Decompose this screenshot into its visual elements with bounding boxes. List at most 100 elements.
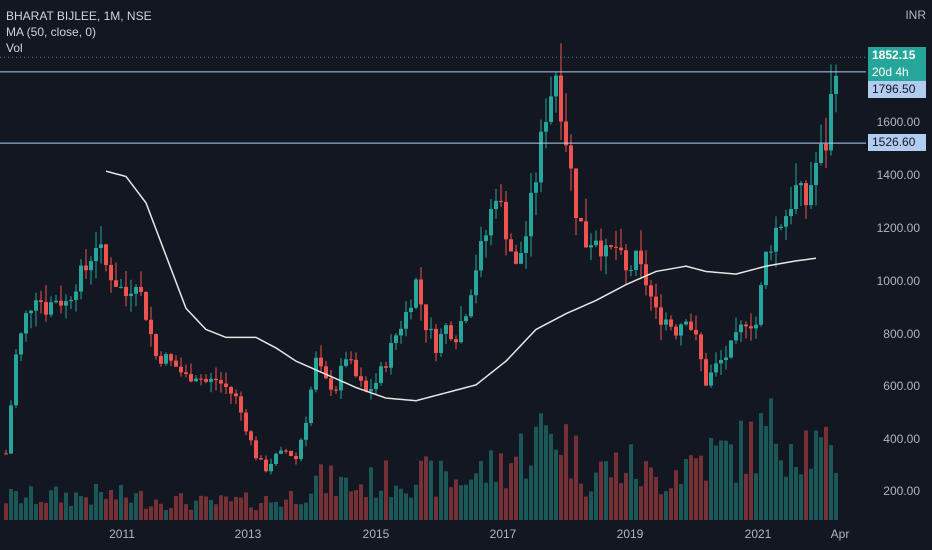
volume-bar [284,499,288,520]
candle-body [504,201,508,240]
candle-body [409,307,413,313]
volume-bar [404,493,408,520]
candle-body [4,453,8,455]
volume-bar [139,490,143,520]
candle-body [819,143,823,163]
x-tick: 2019 [616,527,644,541]
candle-body [544,122,548,132]
candle-body [74,291,78,300]
candle-body [424,304,428,331]
volume-bar [384,460,388,520]
candle-body [174,360,178,367]
volume-bar [694,458,698,520]
candle-body [709,372,713,386]
volume-bar [29,486,33,520]
volume-bar [719,440,723,520]
candle-body [664,319,668,325]
x-tick: 2021 [744,527,772,541]
candle-body [499,200,503,202]
candle-body [419,279,423,305]
volume-bar [234,496,238,520]
volume-bar [214,504,218,520]
candle-body [254,440,258,459]
candle-body [569,145,573,169]
ma-indicator-label[interactable]: MA (50, close, 0) [6,25,97,39]
candle-body [549,96,553,123]
candle-body [199,378,203,380]
volume-bar [789,444,793,520]
y-tick: 1400.00 [876,168,920,182]
candle-body [304,422,308,440]
volume-bar [304,502,308,520]
volume-bar [434,496,438,520]
candle-body [64,301,68,306]
volume-bar [809,468,813,520]
volume-bar [279,506,283,520]
volume-bar [174,495,178,520]
volume-bar [59,502,63,520]
volume-bar [119,485,123,520]
candle-body [809,185,813,206]
volume-bar [649,467,653,520]
x-tick: Apr [830,527,850,541]
volume-bar [594,472,598,520]
volume-bar [574,435,578,520]
candle-body [79,265,83,292]
volume-bar [179,493,183,520]
volume-bar [504,488,508,520]
volume-bar [599,461,603,520]
candle-body [249,431,253,441]
candle-body [574,168,578,219]
volume-bar [249,507,253,520]
candle-body [459,321,463,343]
candle-body [739,324,743,333]
y-tick: 400.00 [883,432,920,446]
volume-bar [444,471,448,520]
volume-bar [459,485,463,520]
symbol-label[interactable]: BHARAT BIJLEE, 1M, NSE [6,9,152,23]
volume-bar [564,424,568,520]
candle-body [744,324,748,327]
candle-body [274,453,278,464]
volume-bar [799,474,803,520]
volume-bar [109,489,113,520]
candle-body [529,192,533,237]
candle-body [369,389,373,392]
volume-bar [319,464,323,520]
candle-body [94,248,98,262]
last-price-badge: 1852.15 [868,47,926,64]
volume-bar [14,491,18,520]
volume-bar [204,496,208,520]
candle-body [69,299,73,302]
volume-bar [274,501,278,520]
candle-body [689,321,693,330]
candle-body [779,226,783,228]
volume-bar [299,504,303,520]
volume-bar [69,505,73,520]
candle-body [349,359,353,361]
volume-bar [829,445,833,520]
volume-bar [84,497,88,520]
volume-bar [314,475,318,520]
volume-bar [129,502,133,520]
candle-body [334,389,338,391]
volume-bar [439,460,443,520]
volume-bar [724,440,728,520]
volume-bar [159,503,163,520]
volume-bar [779,460,783,520]
volume-indicator-label[interactable]: Vol [6,41,23,55]
candle-body [754,324,758,329]
candle-body [464,316,468,322]
volume-bar [549,433,553,520]
volume-bar [759,413,763,520]
candle-body [219,380,223,384]
volume-bar [374,497,378,520]
y-tick: 1200.00 [876,221,920,235]
volume-bar [134,493,138,520]
candle-body [124,286,128,297]
volume-bar [644,461,648,520]
candle-body [509,239,513,252]
volume-bar [579,483,583,520]
volume-bar [484,482,488,520]
